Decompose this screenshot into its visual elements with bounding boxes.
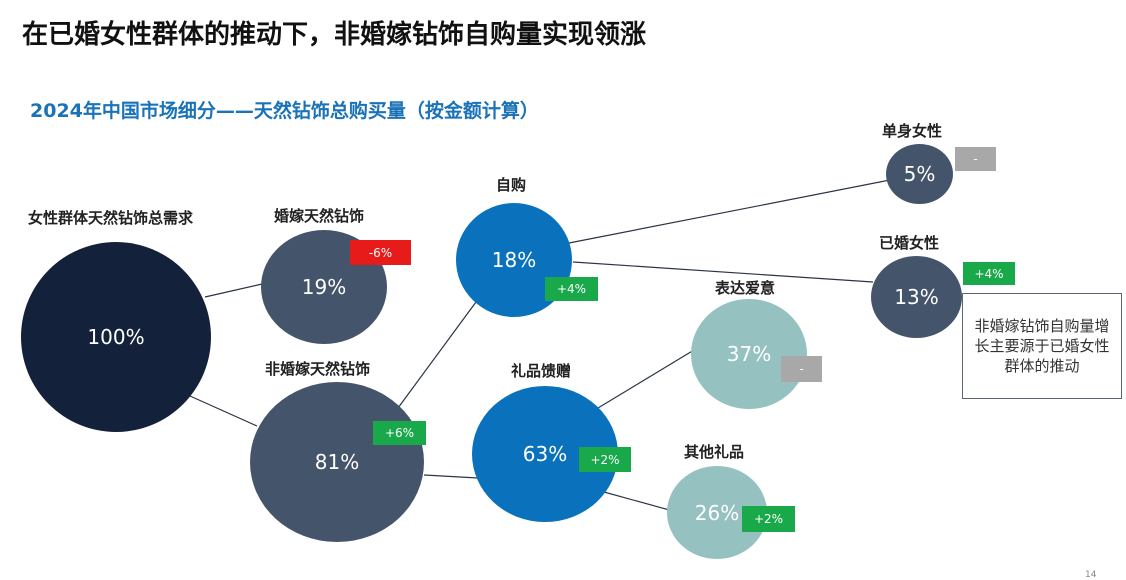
other-gifts-value: 26% (694, 500, 740, 525)
single-women-change-badge: - (955, 147, 996, 171)
single-women-label: 单身女性 (882, 122, 943, 140)
bridal-label: 婚嫁天然钻饰 (274, 207, 365, 225)
link-gift-love (597, 349, 695, 409)
single-women-value: 5% (903, 162, 936, 186)
bridal-value: 19% (301, 275, 347, 299)
node-married-women: 13% (871, 256, 962, 338)
non-bridal-label: 非婚嫁天然钻饰 (265, 360, 371, 378)
link-nonbridal-gift (423, 474, 479, 479)
total-value: 100% (87, 325, 145, 349)
other-gifts-change-badge: +2% (742, 506, 795, 532)
gift-change-badge: +2% (579, 447, 631, 472)
self-purchase-value: 18% (491, 248, 537, 272)
married-women-value: 13% (894, 285, 939, 309)
married-women-label: 已婚女性 (879, 234, 940, 252)
link-gift-other (603, 491, 674, 512)
annotation-note: 非婚嫁钻饰自购量增长主要源于已婚女性群体的推动 (962, 293, 1122, 399)
express-love-label: 表达爱意 (715, 279, 776, 297)
node-non-bridal: 81% (250, 382, 424, 542)
gift-label: 礼品馈赠 (511, 362, 572, 380)
gift-value: 63% (522, 442, 568, 466)
total-label: 女性群体天然钻饰总需求 (28, 209, 194, 227)
slide-title: 在已婚女性群体的推动下，非婚嫁钻饰自购量实现领涨 (22, 20, 647, 50)
link-nonbridal-self (397, 301, 477, 409)
married-women-change-badge: +4% (963, 262, 1015, 285)
node-express-love: 37% (691, 299, 807, 409)
link-total-bridal (204, 283, 263, 298)
link-self-married (572, 261, 874, 283)
link-self-single (568, 179, 891, 244)
other-gifts-label: 其他礼品 (684, 443, 745, 461)
bridal-change-badge: -6% (350, 240, 411, 265)
chart-subtitle: 2024年中国市场细分——天然钻饰总购买量（按金额计算） (30, 100, 539, 122)
non-bridal-change-badge: +6% (373, 421, 426, 445)
express-love-change-badge: - (781, 356, 822, 382)
express-love-value: 37% (726, 342, 772, 366)
page-number: 14 (1085, 570, 1097, 580)
non-bridal-value: 81% (314, 450, 360, 474)
node-single-women: 5% (886, 144, 953, 204)
self-purchase-change-badge: +4% (545, 277, 598, 301)
link-total-nonbridal (189, 395, 258, 427)
annotation-text: 非婚嫁钻饰自购量增长主要源于已婚女性群体的推动 (974, 317, 1110, 375)
self-purchase-label: 自购 (496, 176, 527, 194)
node-total: 100% (21, 242, 211, 432)
